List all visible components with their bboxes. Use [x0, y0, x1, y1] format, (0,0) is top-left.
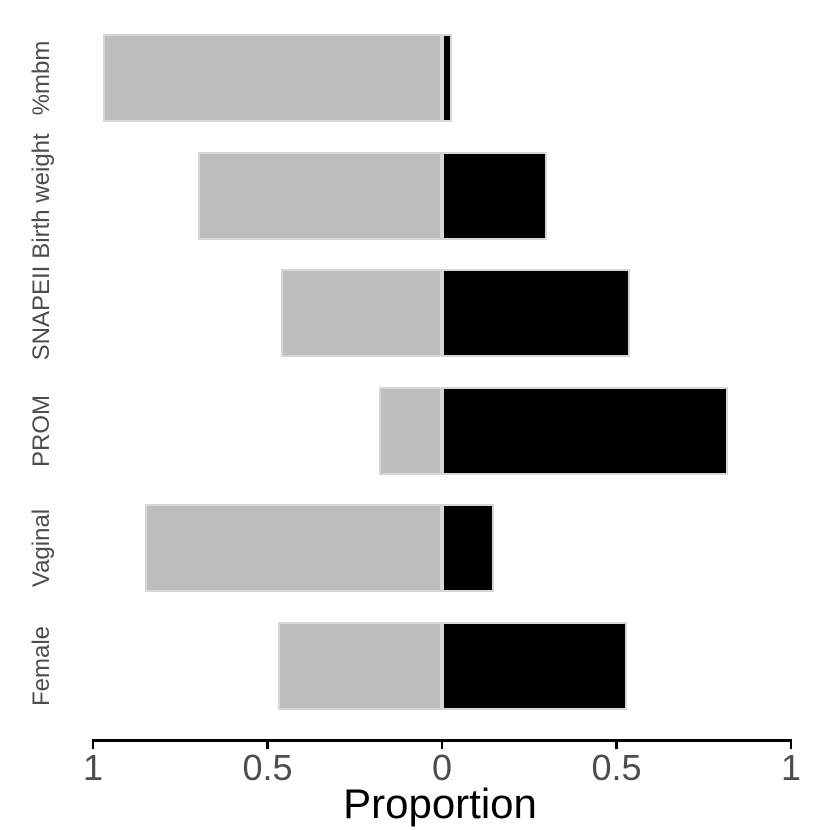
x-axis-tick-mark [789, 741, 793, 749]
bar-segment-left [277, 622, 442, 710]
y-axis-label: Vaginal [28, 509, 55, 588]
y-axis-label: SNAPEII [28, 265, 55, 361]
x-axis-tick-mark [266, 741, 269, 749]
bar-segment-left [145, 504, 442, 593]
x-axis-tick-mark [440, 741, 444, 749]
bar-segment-left [281, 269, 442, 358]
x-axis-title: Proportion [343, 780, 537, 827]
x-axis-tick-label: 1 [82, 747, 104, 788]
bar-segment-left [103, 34, 442, 122]
x-axis-tick-mark [91, 741, 95, 749]
y-axis-label: Birth weight [28, 132, 55, 259]
x-axis-tick-label: 1 [780, 747, 802, 788]
bar-segment-right [442, 151, 547, 240]
bar-segment-left [379, 386, 442, 475]
y-axis-label: %mbm [28, 40, 55, 116]
bar-segment-right [442, 622, 627, 710]
bar-segment-right [442, 34, 453, 122]
bar-segment-right [442, 386, 729, 475]
y-axis-label: Female [28, 625, 55, 707]
x-axis-tick-label: 0.5 [242, 747, 293, 788]
x-axis-tick-label: 0 [431, 747, 453, 788]
bar-segment-right [442, 504, 495, 593]
y-axis-label: PROM [28, 394, 55, 467]
x-axis-tick-mark [615, 741, 618, 749]
bar-segment-left [197, 151, 442, 240]
x-axis-line [92, 739, 792, 742]
bar-segment-right [442, 269, 631, 358]
x-axis-tick-label: 0.5 [591, 747, 642, 788]
